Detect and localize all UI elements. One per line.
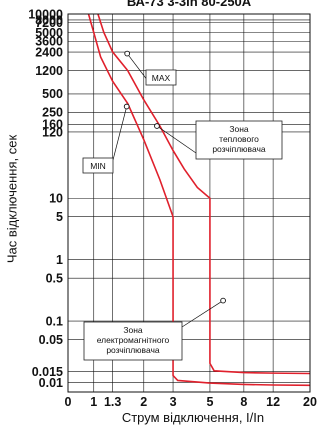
y-tick-label: 10 (49, 192, 63, 206)
y-tick-label: 0.05 (39, 333, 63, 347)
y-tick-label: 250 (42, 106, 63, 120)
thermal-zone-label-line: теплового (219, 134, 259, 144)
x-axis-title: Струм відключення, I/In (122, 410, 264, 425)
min-label: MIN (90, 161, 106, 171)
thermal-zone-box (195, 120, 283, 160)
y-tick-label: 5 (56, 210, 63, 224)
y-axis-title: Час відключення, сек (4, 135, 19, 264)
thermal-zone-leader-line (156, 125, 197, 154)
y-tick-label: 0.1 (46, 314, 63, 328)
thermal-zone-marker (154, 123, 160, 129)
y-tick-label: 10000 (28, 7, 63, 21)
min-leader-line (112, 106, 128, 161)
max-marker (124, 50, 131, 57)
x-tick-label: 12 (266, 395, 280, 409)
em-zone-marker (220, 297, 226, 304)
series-line-max (97, 14, 310, 375)
em-zone-leader-line (181, 300, 224, 328)
y-tick-label: 5000 (35, 26, 63, 40)
series-line-min (87, 14, 310, 387)
x-tick-label: 1.3 (104, 395, 121, 409)
y-tick-label: 8000 (35, 13, 63, 27)
y-tick-label: 0.01 (39, 376, 63, 390)
y-tick-label: 120 (42, 125, 63, 139)
max-label: MAX (152, 73, 171, 83)
x-tick-label: 3 (170, 395, 177, 409)
thermal-zone-label-line: Зона (229, 124, 249, 134)
x-tick-label: 20 (303, 395, 317, 409)
x-tick-label: 8 (240, 395, 247, 409)
thermal-zone-label-line: розчіплювача (212, 144, 266, 154)
curves (87, 14, 310, 387)
em-zone-box (83, 321, 183, 361)
y-tick-label: 7200 (35, 16, 63, 30)
em-zone-label-line: електромагнітного (97, 335, 170, 345)
chart-title: ВА-73 3-3ln 80-250А (127, 0, 252, 9)
max-label-box (145, 69, 177, 86)
y-tick-label: 1 (56, 253, 63, 267)
em-zone-label-line: розчіплювача (106, 345, 160, 355)
x-tick-label: 1 (90, 395, 97, 409)
y-tick-label: 1200 (35, 64, 63, 78)
y-tick-label: 0.5 (46, 271, 63, 285)
min-label-box (82, 157, 114, 174)
annotations: MAXMINЗонатепловогорозчіплювачаЗонаелект… (82, 50, 283, 361)
x-tick-label: 5 (206, 395, 213, 409)
x-tick-labels: 0 1 1.3 2 3 5 8 12 20 (65, 395, 317, 409)
plot-frame (67, 13, 311, 393)
min-marker (123, 103, 130, 110)
y-tick-label: 160 (42, 118, 63, 132)
y-tick-label: 0.015 (32, 365, 63, 379)
x-tick-label: 0 (65, 395, 72, 409)
em-zone-label-line: Зона (123, 325, 143, 335)
x-tick-label: 2 (140, 395, 147, 409)
y-tick-label: 3600 (35, 35, 63, 49)
y-tick-label: 2400 (35, 45, 63, 59)
y-tick-label: 500 (42, 87, 63, 101)
